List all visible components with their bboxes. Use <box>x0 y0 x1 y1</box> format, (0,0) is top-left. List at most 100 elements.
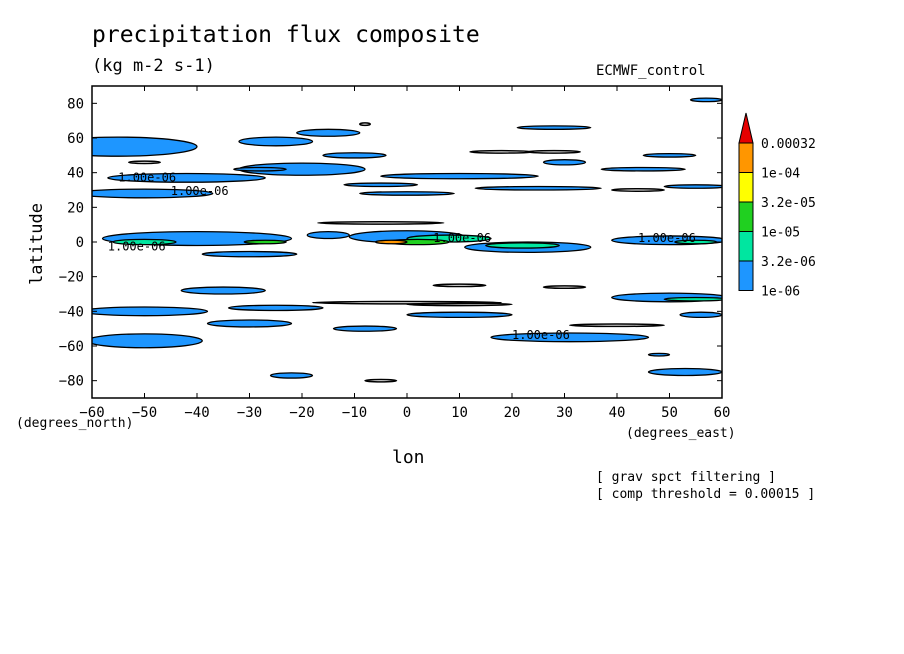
y-tick-label: 20 <box>67 200 84 216</box>
contour-region <box>490 332 650 343</box>
contour-region <box>243 239 287 245</box>
x-tick-label: 40 <box>609 405 626 421</box>
x-unit-label: (degrees_east) <box>626 426 736 441</box>
contour-label: 1.00e-06 <box>638 231 696 245</box>
contour-region <box>642 152 697 158</box>
colorbar-label: 1e-05 <box>761 226 800 241</box>
x-tick-label: −10 <box>342 405 367 421</box>
x-tick-label: 20 <box>504 405 521 421</box>
x-tick-label: 0 <box>403 405 411 421</box>
colorbar-triangle <box>738 112 754 144</box>
contour-region <box>92 333 203 349</box>
contour-region <box>516 125 592 130</box>
chart-units: (kg m-2 s-1) <box>92 56 215 76</box>
contour-label: 1.00e-06 <box>171 184 229 198</box>
x-tick-label: 10 <box>451 405 468 421</box>
y-tick-label: −40 <box>59 304 84 320</box>
contour-line <box>364 378 398 383</box>
contour-region <box>485 242 560 249</box>
y-tick-label: 0 <box>76 235 84 251</box>
contour-region <box>107 172 266 183</box>
note-threshold: [ comp threshold = 0.00015 ] <box>596 487 816 502</box>
contour-region <box>380 172 539 180</box>
y-tick-label: −20 <box>59 270 84 286</box>
x-tick-label: 50 <box>661 405 678 421</box>
contour-line <box>611 188 665 192</box>
colorbar-segment <box>738 231 754 262</box>
contour-line <box>128 160 161 165</box>
y-tick-label: −80 <box>59 374 84 390</box>
contour-region <box>306 230 350 240</box>
y-tick-label: −60 <box>59 339 84 355</box>
y-tick-label: 60 <box>67 131 84 147</box>
x-axis: −60 −50 −40 −30 −20 −10 0 10 20 30 40 50 60 <box>79 86 730 421</box>
contour-line <box>569 323 665 328</box>
contour-label: 1.00e-06 <box>433 231 491 245</box>
colorbar-label: 1e-06 <box>761 285 800 300</box>
y-tick-label: 40 <box>67 166 84 182</box>
model-label: ECMWF_control <box>596 63 706 79</box>
contour-line <box>406 302 513 307</box>
contour-region <box>296 128 361 137</box>
contour-region <box>92 188 214 199</box>
contour-region <box>374 239 408 245</box>
contour-region <box>406 311 513 319</box>
contour-line <box>542 285 587 290</box>
contour-region <box>92 306 209 317</box>
contour-labels: 1.00e-061.00e-061.00e-061.00e-061.00e-06… <box>108 170 696 342</box>
contour-region <box>238 136 314 147</box>
y-axis-label: latitude <box>26 203 47 285</box>
contour-label: 1.00e-06 <box>118 170 176 184</box>
contour-lines <box>128 122 665 383</box>
x-axis-label: lon <box>392 447 425 468</box>
x-tick-label: −50 <box>132 405 157 421</box>
contour-region <box>647 367 722 377</box>
chart-title: precipitation flux composite <box>92 22 480 48</box>
contour-region <box>92 136 198 157</box>
colorbar-segment <box>738 260 754 291</box>
contour-region <box>679 311 722 319</box>
contour-region <box>112 238 177 246</box>
contour-label: 1.00e-06 <box>512 328 570 342</box>
contour-region <box>206 319 293 328</box>
colorbar-segment <box>738 201 754 232</box>
colorbar-label: 3.2e-05 <box>761 196 816 211</box>
contour-region <box>689 97 722 103</box>
contour-line <box>317 220 445 225</box>
colorbar-legend: 1e-06 3.2e-06 1e-05 3.2e-05 1e-04 0.00032 <box>738 112 816 300</box>
x-tick-label: −20 <box>289 405 314 421</box>
colorbar-label: 3.2e-06 <box>761 255 816 270</box>
contour-region <box>359 191 455 196</box>
contour-region <box>542 159 587 166</box>
x-tick-label: 30 <box>556 405 573 421</box>
contour-region <box>233 166 287 172</box>
contour-line <box>359 122 371 127</box>
colorbar-label: 1e-04 <box>761 167 800 182</box>
contour-line <box>311 300 503 305</box>
contour-region <box>663 184 722 189</box>
contour-region <box>663 296 722 302</box>
contour-line <box>432 283 487 288</box>
y-tick-label: 80 <box>67 96 84 112</box>
colorbar-label: 0.00032 <box>761 137 816 152</box>
y-axis: −80 −60 −40 −20 0 20 40 60 80 <box>59 96 722 390</box>
contour-region <box>647 352 671 357</box>
contour-region <box>600 166 686 172</box>
colorbar-segment <box>738 172 754 203</box>
contour-line <box>469 149 534 154</box>
contour-region <box>201 250 298 258</box>
x-tick-label: −60 <box>79 405 104 421</box>
x-tick-label: −30 <box>237 405 262 421</box>
y-unit-label: (degrees_north) <box>16 416 134 431</box>
colorbar-segment <box>738 142 754 173</box>
contour-region <box>269 372 314 379</box>
contour-region <box>180 286 266 295</box>
contour-region <box>674 239 718 245</box>
x-tick-label: 60 <box>714 405 731 421</box>
note-filtering: [ grav spct filtering ] <box>596 470 777 485</box>
contour-region <box>332 325 398 332</box>
contour-label: 1.00e-06 <box>108 240 166 254</box>
contour-region <box>474 185 602 191</box>
contour-region <box>322 152 387 159</box>
